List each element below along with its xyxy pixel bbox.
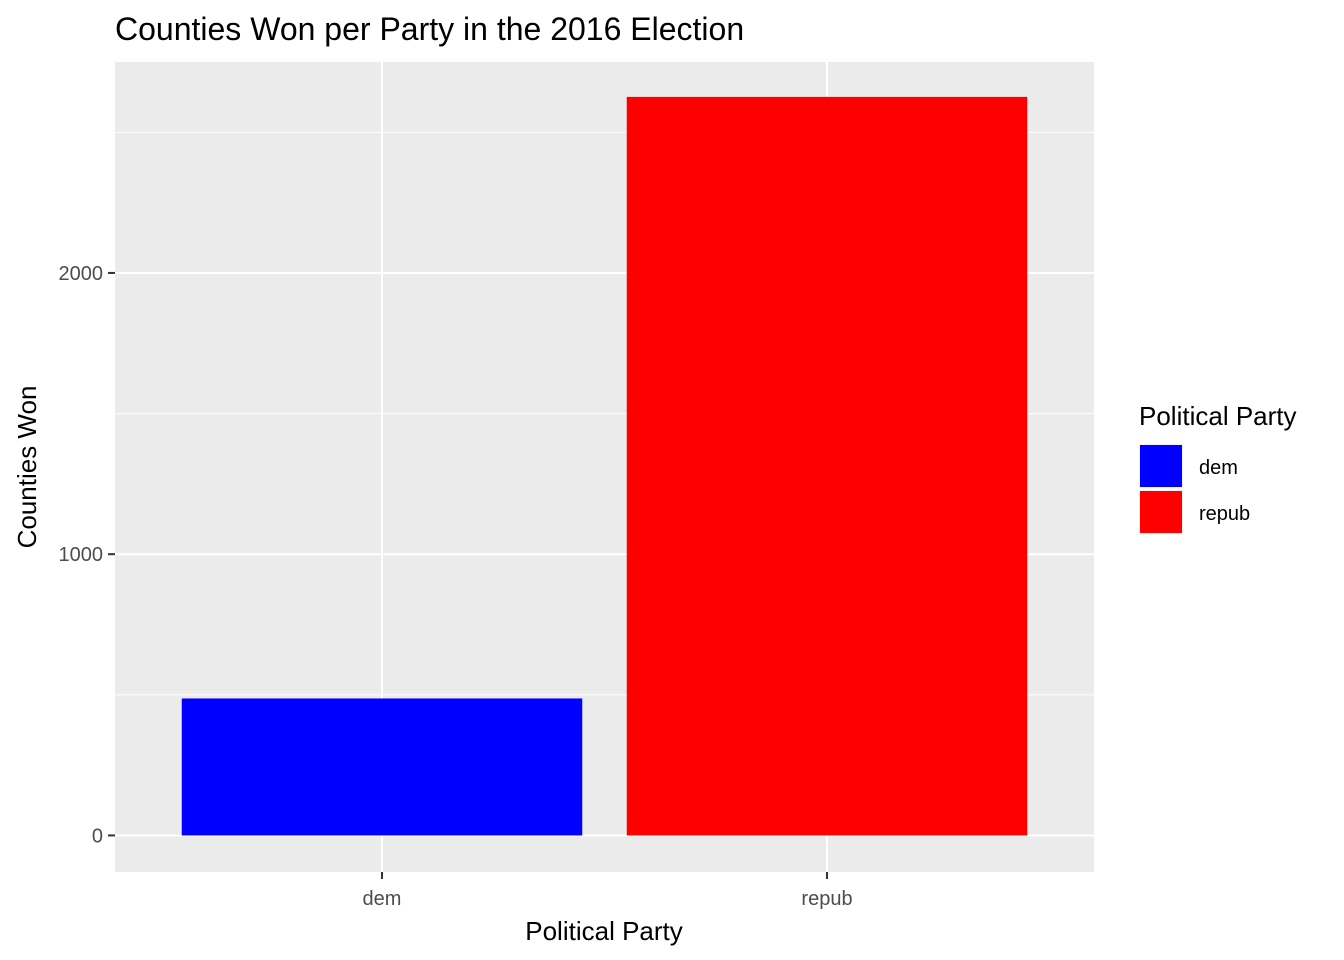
legend: Political Party dem repub bbox=[1139, 401, 1297, 534]
y-tick-label: 2000 bbox=[59, 263, 104, 285]
y-axis: 0 1000 2000 bbox=[59, 263, 115, 847]
x-axis-title: Political Party bbox=[525, 916, 683, 946]
chart-title: Counties Won per Party in the 2016 Elect… bbox=[115, 11, 744, 47]
legend-entries: dem repub bbox=[1139, 444, 1250, 534]
y-tick-label: 0 bbox=[92, 825, 103, 847]
legend-swatch-repub bbox=[1140, 491, 1182, 533]
y-tick-label: 1000 bbox=[59, 544, 104, 566]
legend-title: Political Party bbox=[1139, 401, 1297, 431]
legend-label-repub: repub bbox=[1199, 503, 1250, 525]
y-axis-title: Counties Won bbox=[12, 386, 42, 549]
legend-swatch-dem bbox=[1140, 445, 1182, 487]
legend-label-dem: dem bbox=[1199, 457, 1238, 479]
bar-repub bbox=[626, 96, 1028, 836]
bar-dem bbox=[181, 698, 583, 836]
x-tick-label: repub bbox=[801, 888, 852, 910]
x-tick-label: dem bbox=[363, 888, 402, 910]
bars bbox=[181, 96, 1028, 836]
x-axis: dem repub bbox=[363, 872, 853, 910]
